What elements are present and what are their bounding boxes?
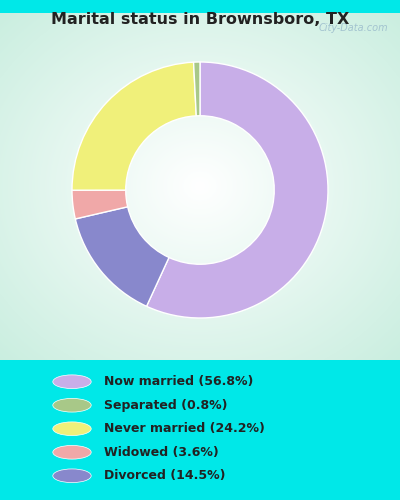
Wedge shape — [146, 62, 328, 318]
Circle shape — [53, 375, 91, 388]
Circle shape — [53, 422, 91, 436]
Circle shape — [53, 398, 91, 412]
Circle shape — [53, 469, 91, 482]
Text: Marital status in Brownsboro, TX: Marital status in Brownsboro, TX — [51, 12, 349, 28]
Wedge shape — [194, 62, 200, 116]
Wedge shape — [75, 207, 169, 306]
Text: Never married (24.2%): Never married (24.2%) — [104, 422, 265, 435]
Circle shape — [53, 446, 91, 459]
Text: Widowed (3.6%): Widowed (3.6%) — [104, 446, 219, 459]
Text: Divorced (14.5%): Divorced (14.5%) — [104, 470, 226, 482]
Wedge shape — [72, 62, 196, 190]
Wedge shape — [72, 190, 128, 219]
Text: City-Data.com: City-Data.com — [318, 23, 388, 33]
Text: Now married (56.8%): Now married (56.8%) — [104, 375, 253, 388]
Text: Separated (0.8%): Separated (0.8%) — [104, 398, 228, 411]
